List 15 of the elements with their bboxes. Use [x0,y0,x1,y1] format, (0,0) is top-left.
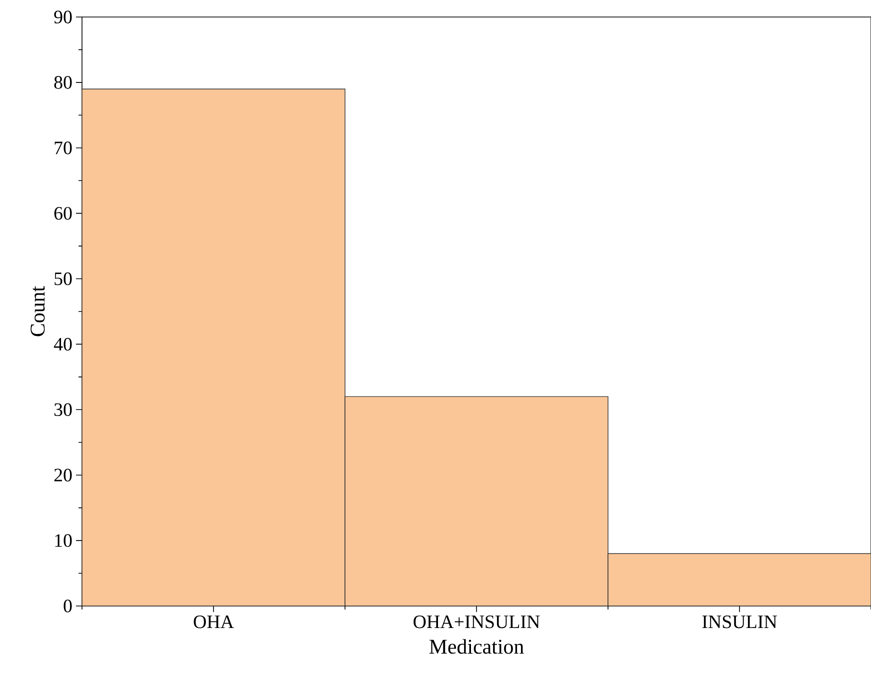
y-tick-label: 70 [54,142,72,154]
y-tick-label: 80 [54,76,72,89]
y-tick-label: 30 [54,403,72,416]
y-tick-label: 10 [55,534,72,547]
y-tick-label: 50 [54,272,72,286]
x-tick-label: OHA+INSULIN [414,616,540,628]
y-tick-label: 90 [54,10,72,24]
x-tick-label: OHA [194,616,234,628]
y-tick-label: 20 [54,468,72,482]
x-axis-title: Medication [429,639,524,654]
y-tick-label: 60 [54,206,72,220]
x-tick-label: INSULIN [702,616,777,628]
y-tick-label: 40 [54,338,72,351]
y-tick-label: 0 [64,600,72,612]
y-axis-title: Count [30,286,45,336]
